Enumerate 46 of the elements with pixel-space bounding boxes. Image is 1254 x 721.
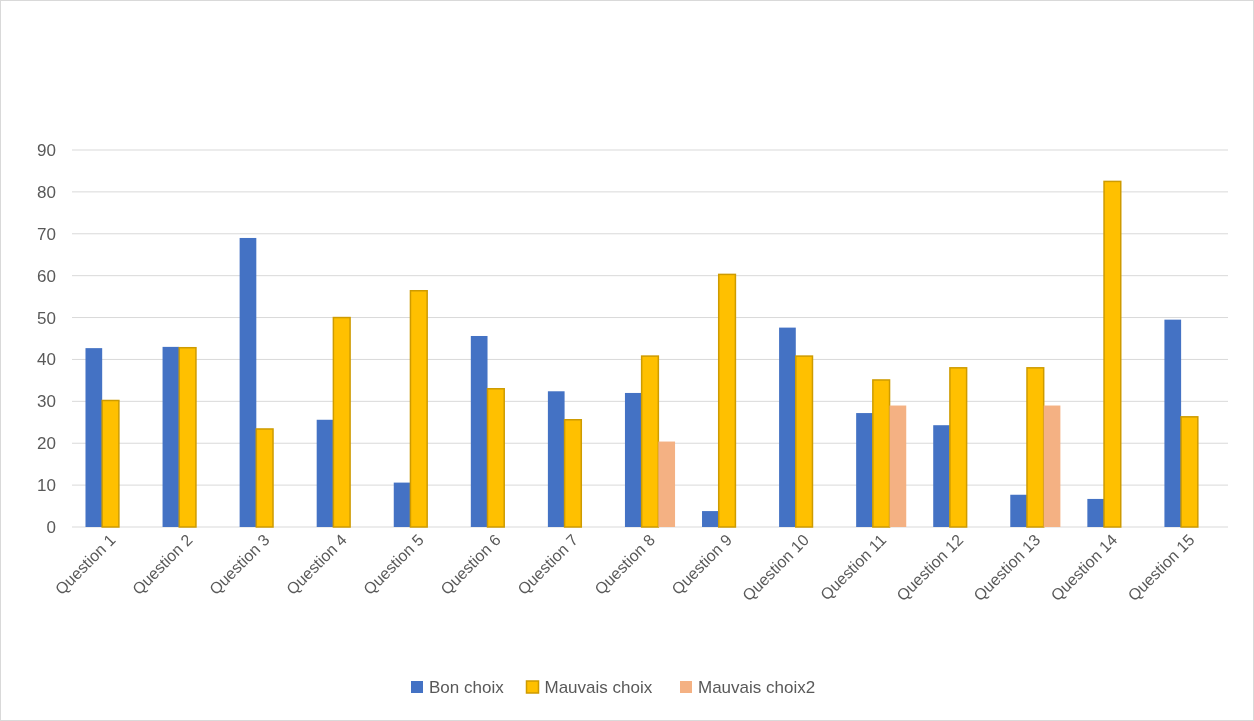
bar	[889, 405, 907, 527]
bar	[1180, 416, 1199, 528]
bar	[702, 511, 719, 527]
y-tick-label: 70	[37, 224, 56, 244]
bar	[717, 273, 737, 528]
y-tick-label: 20	[37, 434, 56, 454]
bar	[332, 316, 351, 528]
y-tick-label: 10	[37, 476, 56, 496]
legend-label: Mauvais choix2	[698, 677, 816, 697]
bar	[1010, 494, 1027, 527]
y-tick-label: 40	[37, 350, 56, 370]
bar	[933, 425, 950, 527]
bar	[316, 419, 334, 527]
bar	[486, 388, 505, 528]
bar	[872, 379, 891, 528]
bar	[101, 399, 120, 528]
bar	[1164, 319, 1182, 527]
bar	[409, 290, 428, 528]
bar	[1103, 180, 1122, 528]
bar	[1026, 367, 1045, 528]
bar	[658, 441, 676, 527]
y-tick-label: 0	[46, 517, 56, 537]
bar	[856, 413, 873, 527]
bar	[547, 391, 565, 527]
y-tick-label: 50	[37, 308, 56, 328]
bar	[795, 355, 814, 528]
y-tick-label: 90	[37, 140, 56, 160]
legend-label: Mauvais choix	[544, 677, 653, 697]
legend-label: Bon choix	[429, 677, 505, 697]
bar	[178, 346, 197, 528]
bar	[779, 327, 796, 527]
bar	[1087, 498, 1105, 527]
bar	[470, 335, 488, 527]
y-tick-label: 60	[37, 266, 56, 286]
bar	[239, 237, 257, 527]
bar	[255, 428, 274, 528]
bar	[1043, 405, 1061, 527]
bar	[393, 482, 411, 527]
y-tick-label: 80	[37, 182, 56, 202]
bar	[949, 367, 968, 528]
y-tick-label: 30	[37, 392, 56, 412]
bar	[162, 346, 180, 527]
bar	[624, 392, 642, 527]
bar	[640, 355, 660, 528]
bar	[563, 419, 583, 528]
bar	[85, 348, 103, 527]
